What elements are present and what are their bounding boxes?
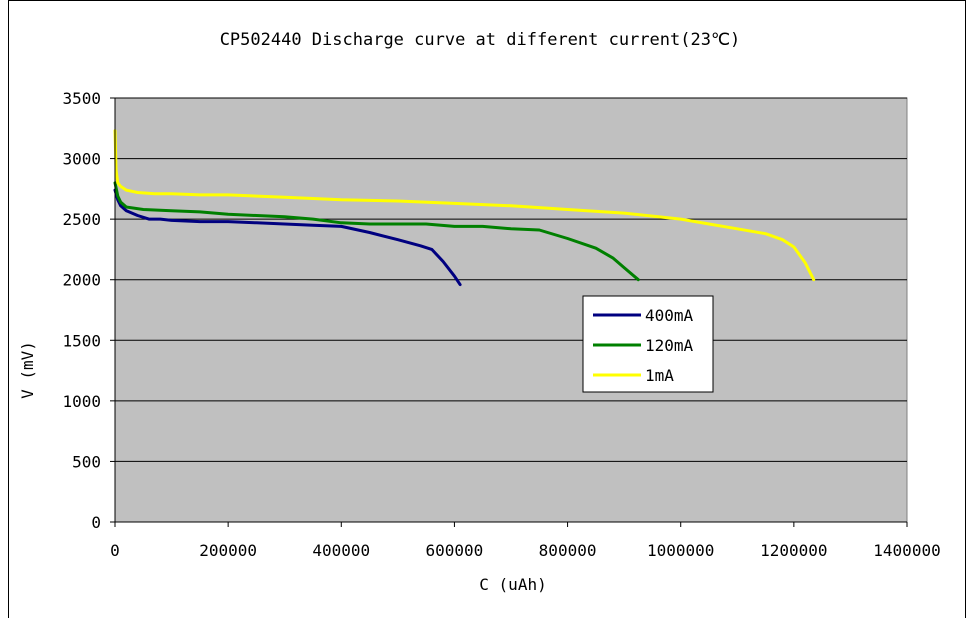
y-tick-label-4: 2000 — [62, 271, 101, 290]
legend: 400mA 120mA 1mA — [582, 295, 714, 393]
plot-background — [114, 97, 908, 523]
x-tick-label-3: 600000 — [426, 541, 484, 560]
x-axis-label: C (uAh) — [479, 575, 546, 594]
series-layer — [113, 129, 816, 287]
legend-label-1mA: 1mA — [645, 366, 674, 385]
series-line-120mA — [113, 181, 640, 282]
y-tick-label-1: 500 — [72, 452, 101, 471]
grid-lines — [115, 97, 907, 462]
y-tick-label-0: 0 — [91, 513, 101, 532]
series-line-1mA — [113, 129, 816, 282]
x-tick-label-7: 1400000 — [873, 541, 940, 560]
axes — [110, 97, 908, 527]
y-tick-label-3: 1500 — [62, 331, 101, 350]
x-tick-label-2: 400000 — [312, 541, 370, 560]
series-line-400mA — [113, 188, 462, 287]
y-tick-label-6: 3000 — [62, 150, 101, 169]
x-tick-label-1: 200000 — [199, 541, 257, 560]
y-tick-label-7: 3500 — [62, 89, 101, 108]
legend-label-400mA: 400mA — [645, 306, 694, 325]
legend-label-120mA: 120mA — [645, 336, 694, 355]
y-tick-label-2: 1000 — [62, 392, 101, 411]
x-tick-label-5: 1000000 — [647, 541, 714, 560]
discharge-chart: CP502440 Discharge curve at different cu… — [18, 30, 941, 594]
plot-area — [114, 97, 908, 523]
y-axis-label: V (mV) — [18, 341, 37, 399]
x-tick-label-6: 1200000 — [760, 541, 827, 560]
y-tick-label-5: 2500 — [62, 210, 101, 229]
tick-labels: 0 500 1000 1500 2000 2500 3000 3500 0 200000 40000… — [62, 89, 940, 560]
chart-title: CP502440 Discharge curve at different cu… — [220, 30, 741, 50]
x-tick-label-4: 800000 — [539, 541, 597, 560]
chart-frame: CP502440 Discharge curve at different cu… — [8, 0, 966, 618]
x-tick-label-0: 0 — [110, 541, 120, 560]
